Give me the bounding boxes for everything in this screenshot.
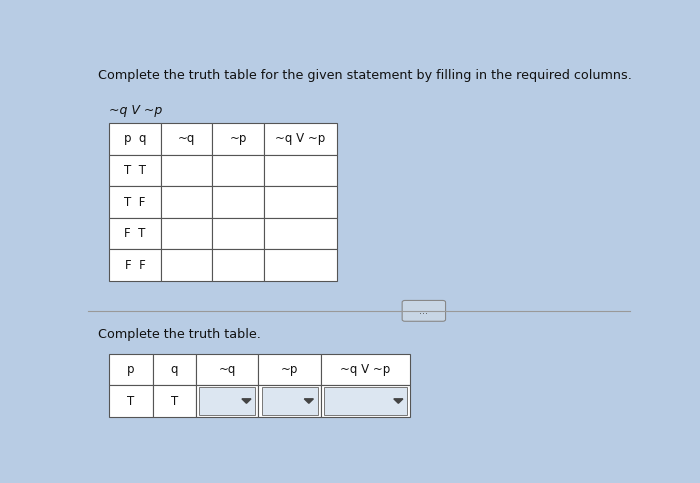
Bar (153, 354, 196, 385)
Text: T  F: T F (125, 196, 146, 209)
Bar (196, 354, 258, 385)
Text: ~q V ~p: ~q V ~p (340, 363, 391, 376)
Bar (212, 250, 264, 281)
Bar (212, 186, 264, 218)
Text: Complete the truth table for the given statement by filling in the required colu: Complete the truth table for the given s… (98, 69, 632, 82)
Text: ~p: ~p (281, 363, 298, 376)
Text: T: T (127, 395, 134, 408)
Bar (109, 155, 161, 186)
Text: q: q (171, 363, 178, 376)
Bar (161, 123, 212, 155)
Bar (161, 186, 212, 218)
Bar (109, 385, 153, 417)
Bar (161, 218, 212, 250)
Bar (262, 387, 318, 414)
Polygon shape (242, 399, 251, 403)
Bar (161, 155, 212, 186)
Bar (109, 123, 161, 155)
Bar (264, 155, 337, 186)
Text: p: p (127, 363, 134, 376)
Bar (212, 218, 264, 250)
Bar (196, 385, 258, 417)
Text: ~q V ~p: ~q V ~p (109, 104, 162, 117)
Bar (109, 218, 161, 250)
Bar (264, 218, 337, 250)
Bar (109, 250, 161, 281)
Bar (258, 385, 321, 417)
Text: ...: ... (419, 306, 428, 316)
Bar (264, 123, 337, 155)
Text: T  T: T T (124, 164, 146, 177)
Text: Complete the truth table.: Complete the truth table. (98, 327, 261, 341)
Bar (324, 387, 407, 414)
Bar (153, 385, 196, 417)
Bar (199, 387, 255, 414)
Polygon shape (304, 399, 314, 403)
Bar (264, 250, 337, 281)
Text: F  T: F T (125, 227, 146, 240)
Text: ~q V ~p: ~q V ~p (275, 132, 326, 145)
Bar (321, 354, 410, 385)
Text: F  F: F F (125, 259, 146, 272)
Bar (161, 250, 212, 281)
Bar (109, 186, 161, 218)
Bar (321, 385, 410, 417)
Bar (258, 354, 321, 385)
Text: T: T (171, 395, 178, 408)
Text: p  q: p q (124, 132, 146, 145)
Text: ~q: ~q (218, 363, 236, 376)
Bar (109, 354, 153, 385)
Text: ~q: ~q (178, 132, 195, 145)
Polygon shape (394, 399, 403, 403)
Text: ~p: ~p (230, 132, 246, 145)
FancyBboxPatch shape (402, 300, 445, 321)
Bar (264, 186, 337, 218)
Bar (212, 123, 264, 155)
Bar (212, 155, 264, 186)
